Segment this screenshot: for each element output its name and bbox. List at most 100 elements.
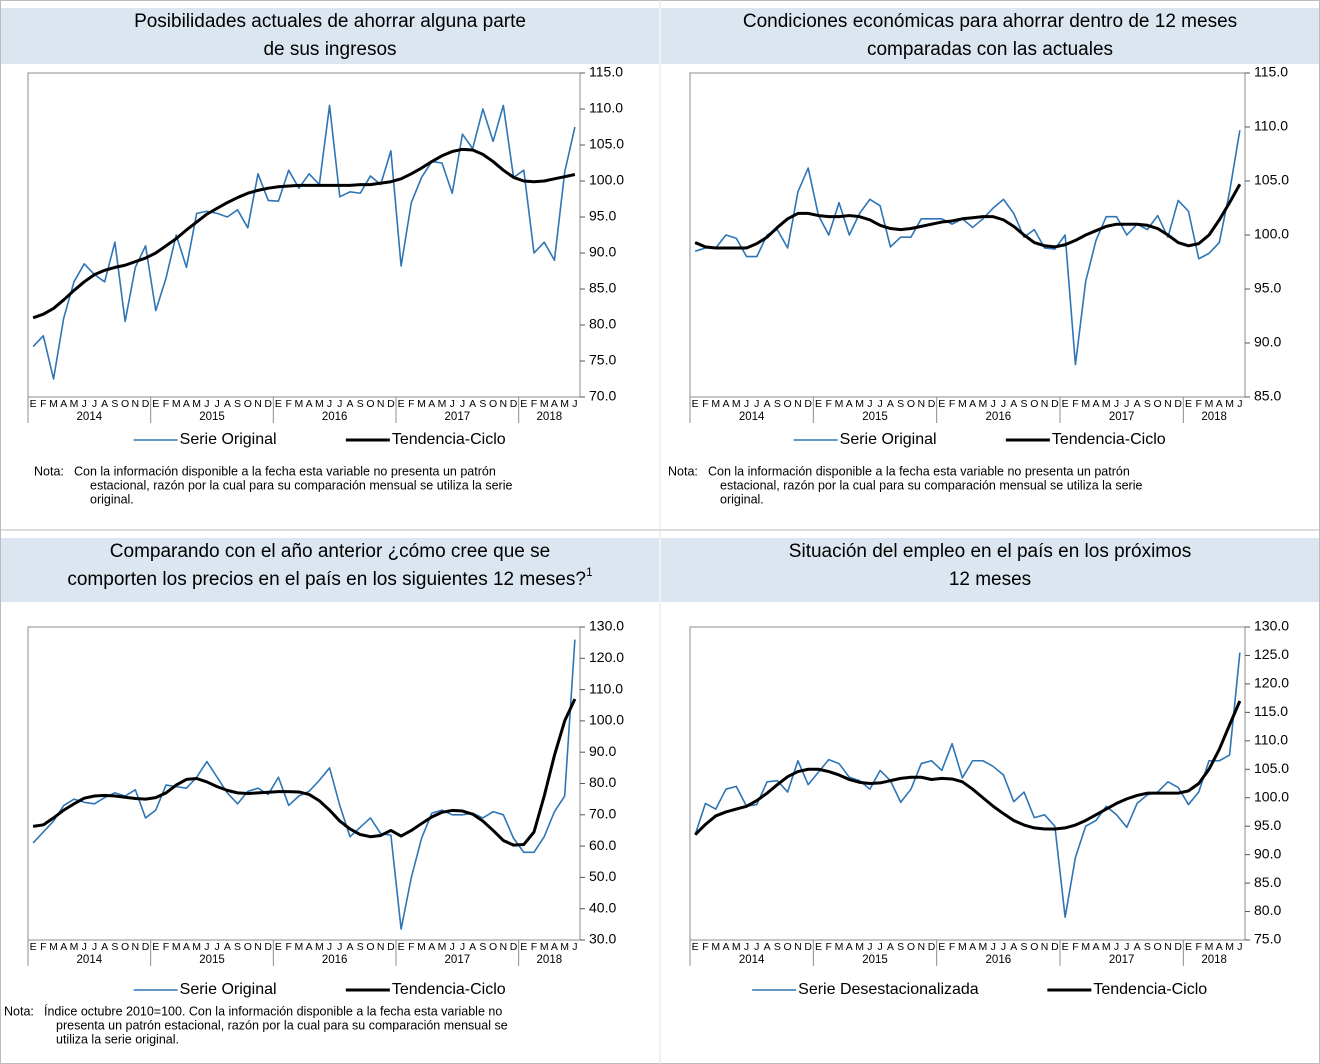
x-tick-label: O [121,398,129,410]
x-tick-label: J [991,941,996,953]
x-tick-label: D [510,398,518,410]
y-tick-label: 100.0 [1254,226,1289,242]
y-tick-label: 50.0 [589,868,616,884]
x-tick-label: M [438,398,447,410]
y-tick-label: 40.0 [589,899,616,915]
x-tick-label: J [450,398,455,410]
x-tick-label: J [572,941,577,953]
y-tick-label: 90.0 [1254,334,1281,350]
x-tick-label: D [1174,941,1182,953]
x-tick-label: M [49,941,58,953]
x-tick-label: F [408,941,414,953]
x-group-label: 2015 [199,411,225,423]
y-tick-label: 105.0 [1254,172,1289,188]
x-tick-label: A [887,398,894,410]
x-tick-label: A [306,941,313,953]
x-tick-label: E [30,941,37,953]
note-line: estacional, razón por la cual para su co… [720,478,1142,492]
x-tick-label: A [846,941,853,953]
x-tick-label: D [387,941,395,953]
x-tick-label: D [804,398,812,410]
x-tick-label: N [254,398,262,410]
x-tick-label: E [152,941,159,953]
x-tick-label: J [92,398,97,410]
x-tick-label: F [949,398,955,410]
legend-label: Tendencia-Ciclo [392,431,506,448]
x-tick-label: O [366,941,374,953]
x-tick-label: E [1062,941,1069,953]
chart-title-line: Comparando con el año anterior ¿cómo cre… [110,541,550,562]
x-group-label: 2015 [862,954,888,966]
title-band [1,8,659,64]
y-tick-label: 120.0 [1254,675,1289,691]
x-tick-label: F [40,398,46,410]
legend-label: Serie Original [180,431,277,448]
legend-label: Tendencia-Ciclo [1052,431,1166,448]
x-tick-label: M [1081,398,1090,410]
x-tick-label: N [1041,941,1049,953]
x-tick-label: S [479,941,486,953]
chart-title-line: Condiciones económicas para ahorrar dent… [743,11,1237,32]
note-line: original. [720,492,764,506]
x-tick-label: A [551,941,558,953]
x-tick-label: A [969,941,976,953]
note-line: utiliza la serie original. [56,1032,179,1046]
x-tick-label: M [711,398,720,410]
chart-title-line: de sus ingresos [263,39,396,60]
y-tick-label: 85.0 [1254,874,1281,890]
x-tick-label: M [70,398,79,410]
x-tick-label: F [826,941,832,953]
x-tick-label: A [1134,941,1141,953]
y-tick-label: 110.0 [589,680,623,696]
x-tick-label: E [152,398,159,410]
x-tick-label: O [244,398,252,410]
x-tick-label: S [1144,941,1151,953]
x-group-label: 2017 [445,954,471,966]
x-tick-label: M [540,941,549,953]
x-tick-label: J [878,941,883,953]
x-tick-label: N [500,941,508,953]
legend-label: Tendencia-Ciclo [392,981,506,998]
x-tick-label: A [224,398,231,410]
x-group-label: 2018 [1201,411,1227,423]
x-tick-label: S [1021,398,1028,410]
note-line: Índice octubre 2010=100. Con la informac… [44,1003,502,1018]
x-tick-label: E [692,398,699,410]
x-tick-label: F [826,398,832,410]
x-tick-label: M [855,941,864,953]
y-tick-label: 105.0 [1254,760,1289,776]
series-line [32,104,576,380]
x-tick-label: N [917,398,925,410]
x-tick-label: E [520,941,527,953]
chart-title: de sus ingresos [263,39,396,60]
series-line [694,183,1242,250]
x-tick-label: A [101,398,108,410]
chart-title: comporten los precios en el país en los … [67,565,593,590]
x-tick-label: E [938,941,945,953]
x-tick-label: S [897,398,904,410]
x-tick-label: N [1041,398,1049,410]
x-tick-label: N [500,398,508,410]
x-group-label: 2015 [862,411,888,423]
x-tick-label: D [142,941,150,953]
chart-title: 12 meses [949,569,1031,590]
x-tick-label: N [794,398,802,410]
x-tick-label: S [1021,941,1028,953]
x-tick-label: A [224,941,231,953]
x-tick-label: J [867,941,872,953]
x-tick-label: J [1124,398,1129,410]
x-tick-label: J [867,398,872,410]
x-group-label: 2014 [77,954,103,966]
x-tick-label: F [163,398,169,410]
x-tick-label: O [489,398,497,410]
x-tick-label: A [846,398,853,410]
x-tick-label: A [346,941,353,953]
y-tick-label: 80.0 [589,774,616,790]
x-tick-label: E [1185,941,1192,953]
x-tick-label: M [855,398,864,410]
y-tick-label: 115.0 [1254,64,1288,80]
x-tick-label: E [815,941,822,953]
x-tick-label: F [702,398,708,410]
y-tick-label: 80.0 [589,316,616,332]
x-tick-label: F [163,941,169,953]
